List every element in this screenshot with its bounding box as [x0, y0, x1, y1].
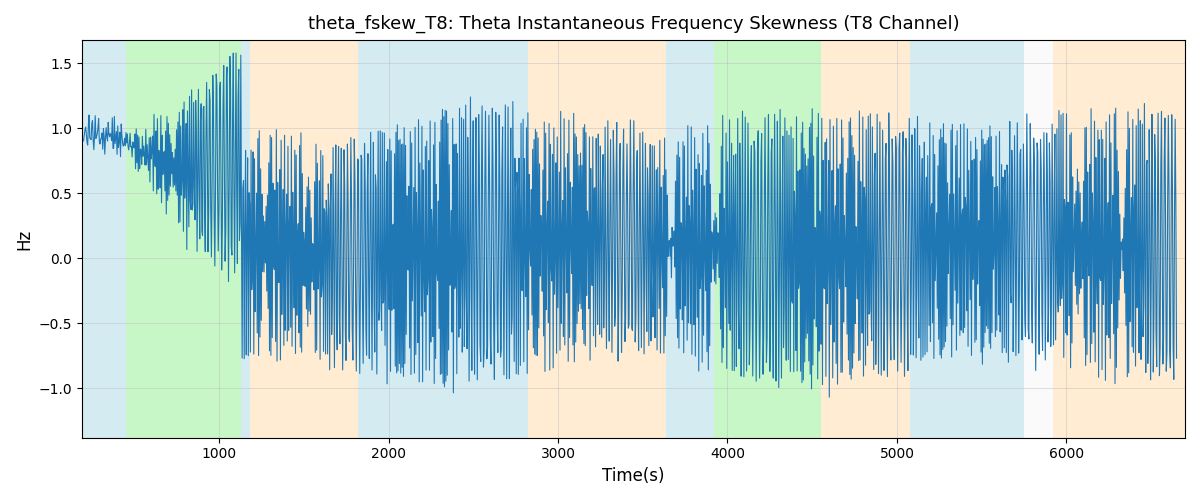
Y-axis label: Hz: Hz	[14, 228, 32, 250]
Bar	[911, 40, 1024, 438]
Bar	[821, 40, 911, 438]
Bar	[673, 40, 714, 438]
X-axis label: Time(s): Time(s)	[602, 467, 665, 485]
Bar	[528, 40, 545, 438]
Title: theta_fskew_T8: Theta Instantaneous Frequency Skewness (T8 Channel): theta_fskew_T8: Theta Instantaneous Freq…	[307, 15, 959, 34]
Bar	[126, 40, 241, 438]
Bar	[1024, 40, 1052, 438]
Bar	[666, 40, 673, 438]
Bar	[241, 40, 250, 438]
Bar	[714, 40, 738, 438]
Bar	[1052, 40, 1184, 438]
Bar	[738, 40, 821, 438]
Bar	[82, 40, 126, 438]
Bar	[545, 40, 666, 438]
Bar	[250, 40, 358, 438]
Bar	[358, 40, 528, 438]
